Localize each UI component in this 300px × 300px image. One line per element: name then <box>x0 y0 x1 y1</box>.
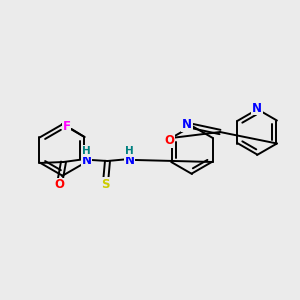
Text: O: O <box>55 178 64 191</box>
Text: O: O <box>164 134 174 148</box>
Text: H: H <box>82 146 91 156</box>
Text: N: N <box>252 101 262 115</box>
Text: N: N <box>124 154 134 166</box>
Text: N: N <box>182 118 192 131</box>
Text: H: H <box>125 146 134 156</box>
Text: S: S <box>101 178 110 190</box>
Text: F: F <box>62 119 70 133</box>
Text: N: N <box>82 154 92 166</box>
